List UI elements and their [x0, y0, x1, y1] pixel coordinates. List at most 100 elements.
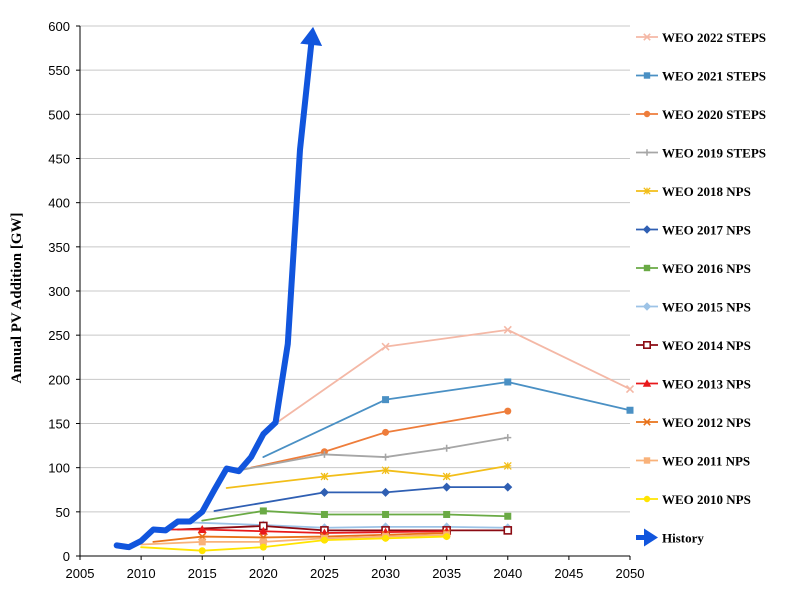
data-point	[320, 450, 328, 458]
legend-item: WEO 2020 STEPS	[636, 107, 766, 122]
data-point	[503, 461, 512, 470]
x-tick-labels: 2005 2010 2015 2020 2025 2030 2035 2040 2045 2050	[66, 566, 645, 581]
legend-item: WEO 2014 NPS	[636, 338, 751, 353]
x-tick-label: 2020	[249, 566, 278, 581]
legend-arrow-icon	[644, 528, 658, 547]
legend-label: WEO 2022 STEPS	[662, 30, 766, 45]
legend-label: WEO 2019 STEPS	[662, 146, 766, 161]
x-tick-label: 2035	[432, 566, 461, 581]
data-point	[643, 149, 651, 156]
legend-item: WEO 2019 STEPS	[636, 146, 766, 161]
data-point	[503, 325, 512, 334]
data-point	[643, 110, 651, 118]
data-point	[197, 525, 207, 533]
x-tick-label: 2015	[188, 566, 217, 581]
series-line	[140, 535, 448, 552]
y-tick-label: 300	[48, 284, 70, 299]
series-line	[201, 510, 509, 522]
y-tick-label: 50	[56, 505, 70, 520]
data-point	[643, 495, 651, 503]
data-point	[382, 453, 390, 461]
series-weo-2019-steps	[237, 434, 512, 472]
y-tick-label: 150	[48, 417, 70, 432]
legend-label: WEO 2014 NPS	[662, 338, 751, 353]
series-lines	[113, 26, 635, 555]
series-line	[250, 410, 509, 469]
data-point	[643, 418, 651, 426]
y-tick-label: 350	[48, 240, 70, 255]
data-point	[382, 428, 390, 436]
y-tick-labels: 0 50 100 150 200 250 300 350 400 450 500 550 600	[48, 19, 70, 564]
legend-item: WEO 2017 NPS	[636, 223, 751, 238]
series-weo-2010-nps	[140, 533, 451, 555]
series-line	[274, 328, 631, 425]
y-tick-label: 450	[48, 152, 70, 167]
data-point	[643, 187, 651, 195]
legend-label: History	[662, 531, 704, 546]
series-line	[164, 528, 448, 534]
data-point	[259, 507, 267, 515]
x-tick-label: 2045	[554, 566, 583, 581]
legend-label: WEO 2010 NPS	[662, 492, 751, 507]
data-point	[642, 379, 652, 387]
data-point	[381, 466, 390, 475]
data-point	[443, 510, 451, 518]
data-point	[198, 538, 206, 546]
data-point	[319, 487, 329, 497]
legend-item: WEO 2011 NPS	[636, 454, 750, 469]
x-tick-label: 2030	[371, 566, 400, 581]
y-tick-label: 550	[48, 63, 70, 78]
series-line	[113, 31, 316, 551]
y-tick-label: 400	[48, 196, 70, 211]
data-point	[626, 406, 634, 414]
series-line	[225, 464, 509, 489]
legend-label: WEO 2012 NPS	[662, 415, 751, 430]
data-point	[643, 457, 651, 464]
legend-label: WEO 2016 NPS	[662, 261, 751, 276]
legend-item: WEO 2013 NPS	[636, 377, 751, 392]
series-weo-2020-steps	[250, 407, 512, 469]
data-point	[198, 547, 206, 555]
x-tick-label: 2005	[66, 566, 95, 581]
data-point	[320, 472, 329, 481]
y-tick-label: 600	[48, 19, 70, 34]
y-axis-label: Annual PV Addition [GW]	[9, 212, 25, 383]
data-point	[504, 378, 512, 386]
series-line	[262, 381, 631, 458]
x-tick-label: 2010	[127, 566, 156, 581]
data-point	[320, 536, 328, 544]
series-line	[176, 525, 509, 532]
legend-item: WEO 2010 NPS	[636, 492, 751, 507]
data-point	[625, 384, 635, 394]
y-tick-label: 250	[48, 328, 70, 343]
legend-label: WEO 2013 NPS	[662, 377, 751, 392]
data-point	[642, 225, 652, 234]
legend-item: History	[636, 528, 704, 547]
series-history	[113, 26, 323, 551]
x-tick-label: 2050	[616, 566, 645, 581]
series-weo-2016-nps	[201, 507, 512, 522]
x-tick-label: 2025	[310, 566, 339, 581]
data-point	[442, 472, 451, 481]
data-point	[504, 407, 512, 415]
legend-label: WEO 2011 NPS	[662, 454, 750, 469]
data-point	[443, 533, 451, 541]
series-weo-2021-steps	[262, 378, 634, 458]
x-tick-label: 2040	[493, 566, 522, 581]
legend-item: WEO 2016 NPS	[636, 261, 751, 276]
data-point	[259, 543, 267, 551]
legend-label: WEO 2021 STEPS	[662, 69, 766, 84]
data-point	[642, 302, 652, 311]
y-tick-label: 200	[48, 372, 70, 387]
grid	[80, 25, 630, 513]
legend-item: WEO 2012 NPS	[636, 415, 751, 430]
data-point	[381, 487, 391, 497]
axes	[76, 25, 631, 560]
legend-item: WEO 2015 NPS	[636, 300, 751, 315]
legend-label: WEO 2015 NPS	[662, 300, 751, 315]
data-point	[643, 264, 651, 272]
data-point	[442, 482, 452, 492]
data-point	[503, 526, 513, 535]
data-point	[320, 510, 328, 518]
